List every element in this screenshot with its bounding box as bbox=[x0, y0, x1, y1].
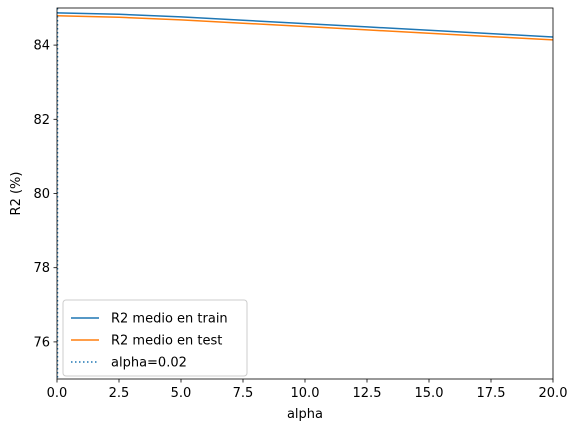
x-tick-label: 7.5 bbox=[233, 386, 254, 401]
x-tick-label: 15.0 bbox=[415, 386, 444, 401]
x-axis-ticks: 0.0 2.5 5.0 7.5 10.0 12.5 15.0 17.5 20.0 bbox=[47, 379, 568, 401]
y-tick-label: 76 bbox=[33, 335, 50, 350]
y-tick-label: 80 bbox=[33, 187, 50, 202]
series-line-1 bbox=[57, 15, 553, 41]
x-tick-label: 20.0 bbox=[539, 386, 568, 401]
y-tick-label: 82 bbox=[33, 113, 50, 128]
x-tick-label: 0.0 bbox=[47, 386, 68, 401]
x-tick-label: 5.0 bbox=[171, 386, 192, 401]
legend-label-0: R2 medio en train bbox=[111, 312, 228, 327]
x-tick-label: 17.5 bbox=[477, 386, 506, 401]
legend-label-2: alpha=0.02 bbox=[111, 356, 187, 371]
y-tick-label: 84 bbox=[33, 39, 50, 54]
series-line-0 bbox=[57, 12, 553, 38]
y-tick-label: 78 bbox=[33, 261, 50, 276]
legend-box bbox=[62, 299, 248, 377]
legend: R2 medio en train R2 medio en test alpha=0… bbox=[62, 299, 248, 377]
legend-label-1: R2 medio en test bbox=[111, 334, 222, 349]
x-tick-label: 10.0 bbox=[291, 386, 320, 401]
series-layer bbox=[57, 8, 553, 379]
y-axis-label: R2 (%) bbox=[9, 172, 24, 216]
x-axis-label: alpha bbox=[287, 407, 323, 422]
y-axis-ticks: 76 78 80 82 84 bbox=[33, 39, 57, 350]
x-tick-label: 2.5 bbox=[109, 386, 130, 401]
x-tick-label: 12.5 bbox=[353, 386, 382, 401]
